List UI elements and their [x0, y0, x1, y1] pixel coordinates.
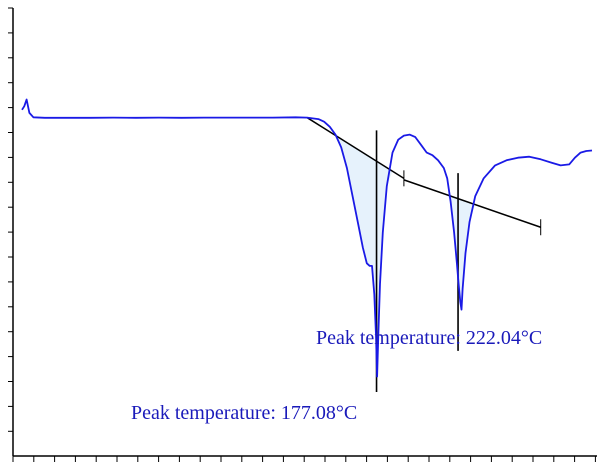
- baseline-2: [403, 179, 541, 228]
- x-axis-ticks: [12, 456, 596, 462]
- peak-2-temperature-label: Peak temperature: 222.04°C: [316, 327, 542, 349]
- peak-area-fill-2: [403, 178, 541, 310]
- peak-area-fills: [307, 117, 541, 377]
- integration-baselines: [306, 116, 542, 236]
- annotations: Peak temperature: 222.04°C Peak temperat…: [131, 327, 542, 424]
- baseline-1: [306, 116, 405, 179]
- peak-area-fill-1: [307, 117, 404, 377]
- peak-1-temperature-label: Peak temperature: 177.08°C: [131, 402, 357, 424]
- dsc-curve: [21, 98, 593, 378]
- chart-axes: [8, 7, 597, 462]
- dsc-curve-group: [21, 98, 593, 378]
- y-axis-ticks: [8, 7, 13, 432]
